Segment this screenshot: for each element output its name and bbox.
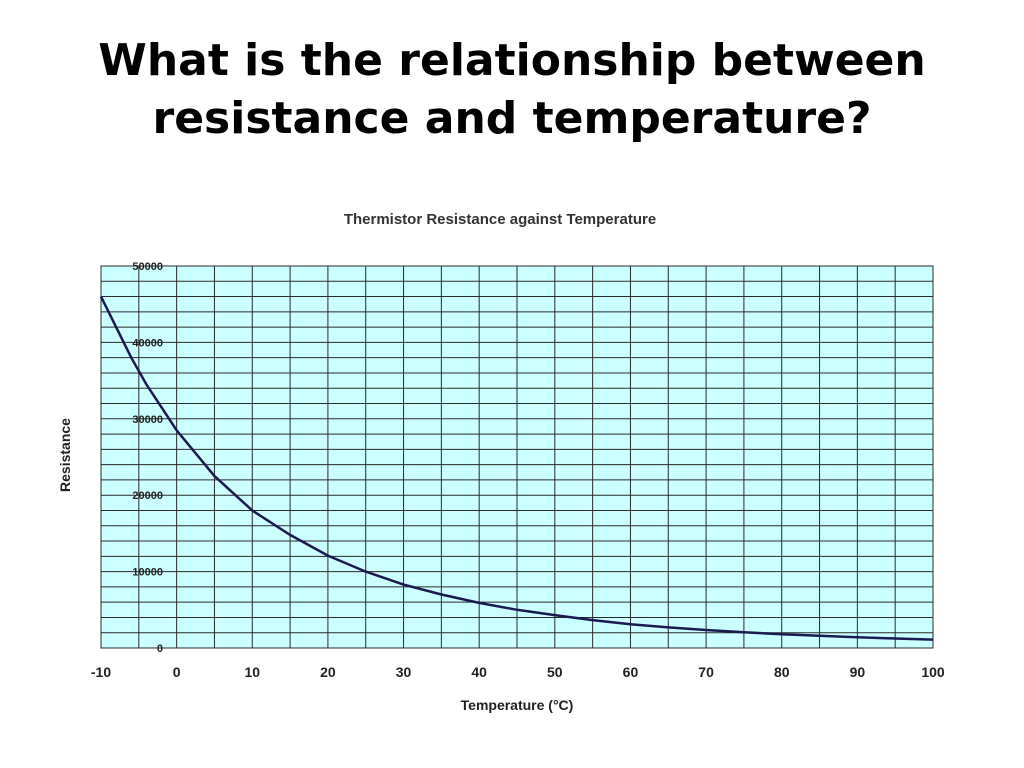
x-tick-label: 30 [396, 664, 412, 680]
x-tick-label: 70 [698, 664, 714, 680]
grid-lines [101, 266, 933, 648]
x-tick-label: 100 [921, 664, 945, 680]
y-axis-label: Resistance [57, 418, 73, 492]
y-tick-label: 40000 [132, 337, 163, 349]
y-tick-label: 0 [157, 643, 163, 655]
y-tick-label: 10000 [132, 567, 163, 579]
slide-title-line-1: What is the relationship between [98, 35, 926, 86]
x-tick-label: 10 [244, 664, 260, 680]
x-tick-label: 90 [850, 664, 866, 680]
chart-title: Thermistor Resistance against Temperatur… [344, 211, 656, 228]
x-tick-label: 60 [623, 664, 639, 680]
y-tick-label: 50000 [132, 261, 163, 273]
slide-title-line-2: resistance and temperature? [152, 93, 872, 144]
slide-title: What is the relationship between resista… [40, 32, 984, 148]
y-tick-label: 20000 [132, 490, 163, 502]
x-tick-label: 80 [774, 664, 790, 680]
y-axis-ticks: 0 10000 20000 30000 40000 50000 [132, 261, 163, 655]
x-tick-label: 40 [471, 664, 487, 680]
x-axis-ticks: -10 0 10 20 30 40 50 60 70 80 90 100 [91, 664, 945, 680]
x-tick-label: 0 [173, 664, 181, 680]
series-line-resistance [99, 296, 934, 641]
x-tick-label: 50 [547, 664, 563, 680]
x-tick-label: 20 [320, 664, 336, 680]
x-tick-label: -10 [91, 664, 111, 680]
x-axis-label: Temperature (°C) [461, 697, 574, 713]
y-tick-label: 30000 [132, 414, 163, 426]
